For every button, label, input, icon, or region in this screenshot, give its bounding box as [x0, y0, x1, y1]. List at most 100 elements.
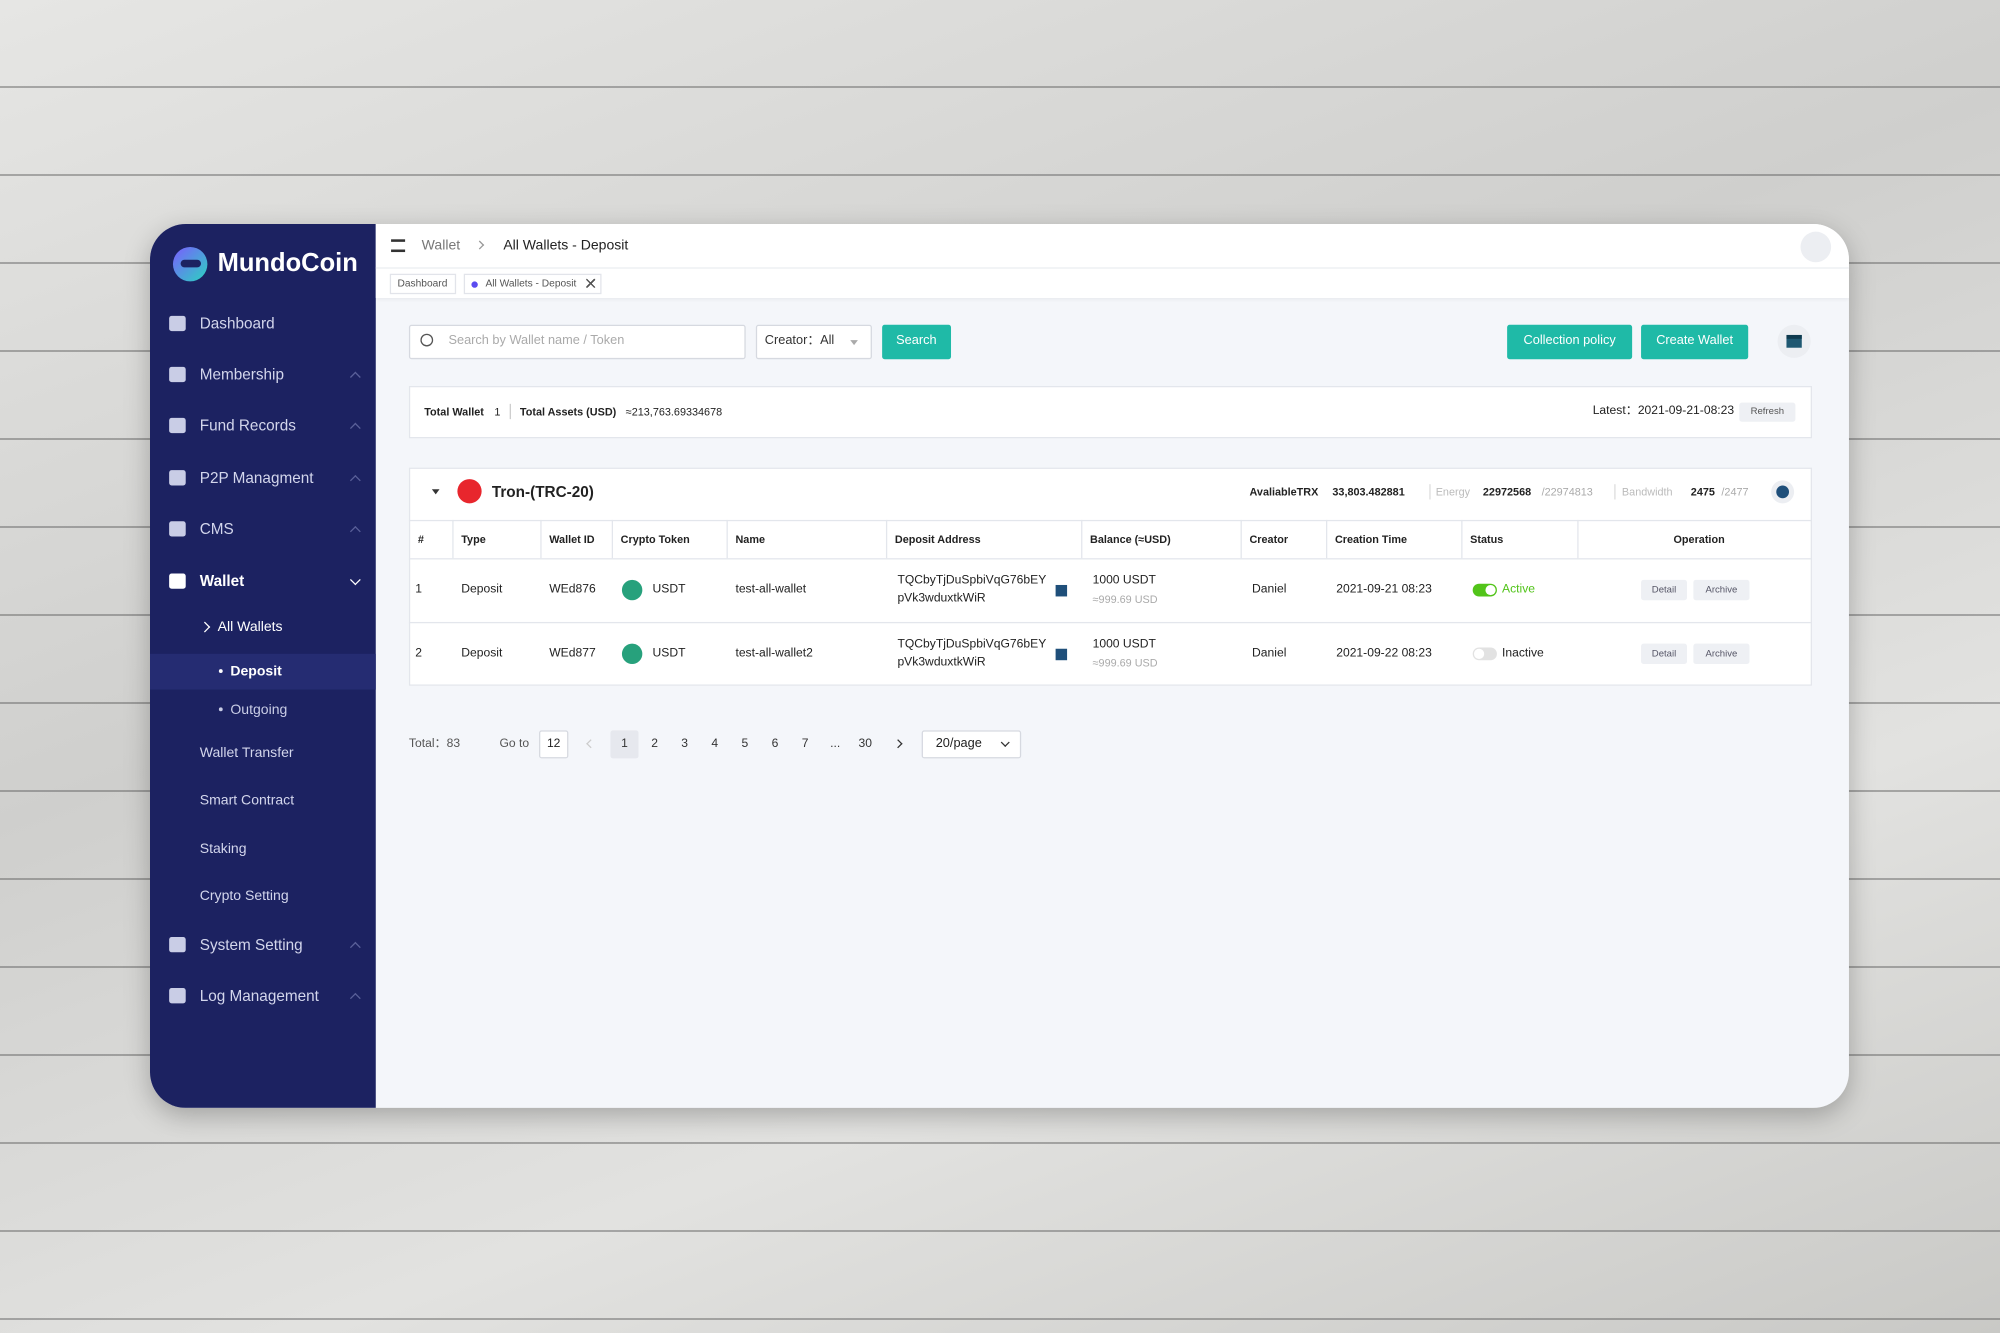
menu-toggle[interactable] — [391, 239, 406, 253]
column-header: Creator — [1249, 532, 1289, 546]
cell: pVk3wduxtkWiR — [897, 591, 986, 606]
operation-label: Detail — [1651, 583, 1677, 596]
menu-icon — [169, 573, 186, 589]
tab — [463, 273, 602, 295]
summary-label: Total Wallet — [424, 405, 484, 418]
column-rule — [540, 519, 542, 559]
group-stat: 2475 — [1690, 485, 1715, 499]
search-button-label: Search — [896, 333, 937, 348]
cell: 2 — [415, 646, 423, 661]
cell-sub: ≈999.69 USD — [1092, 656, 1158, 670]
tab-bar — [375, 268, 1849, 298]
page-number[interactable]: 3 — [681, 736, 689, 751]
latest: Latest：2021-09-21-08:23 — [1592, 403, 1735, 418]
menu-item[interactable]: Fund Records — [199, 416, 296, 435]
tab-dot — [471, 281, 478, 288]
column-header: Deposit Address — [894, 532, 981, 546]
cell: USDT — [652, 582, 686, 597]
prev-page[interactable] — [586, 739, 596, 749]
tab-label[interactable]: All Wallets - Deposit — [485, 277, 577, 290]
column-rule — [885, 519, 888, 559]
copy-icon[interactable] — [1055, 584, 1068, 597]
cell: TQCbyTjDuSpbiVqG76bEY — [897, 573, 1047, 588]
brand: MundoCoin — [217, 249, 358, 278]
select-caret — [850, 340, 858, 346]
menu-item[interactable]: Dashboard — [199, 314, 275, 333]
menu-item[interactable]: Membership — [199, 365, 284, 384]
menu-item[interactable]: Log Management — [199, 986, 319, 1005]
submenu-item[interactable]: Smart Contract — [199, 792, 295, 809]
column-rule — [1577, 519, 1579, 559]
menu-icon — [169, 315, 186, 332]
token-icon — [621, 643, 643, 665]
refresh-label: Refresh — [1750, 405, 1785, 417]
page-number[interactable]: 6 — [771, 736, 779, 751]
goto-input[interactable] — [539, 730, 569, 759]
collapse-caret[interactable] — [431, 489, 440, 495]
bullet — [218, 669, 223, 673]
search-icon — [420, 333, 434, 347]
page-number[interactable]: 7 — [801, 736, 809, 751]
operation-button[interactable] — [1641, 579, 1687, 601]
group-stat: /22974813 — [1541, 485, 1593, 499]
refresh-button[interactable] — [1739, 402, 1796, 422]
column-rule — [1326, 519, 1328, 559]
next-page[interactable] — [893, 739, 903, 749]
submenu-item[interactable]: Wallet Transfer — [199, 745, 294, 761]
column-rule — [726, 519, 728, 559]
tab — [389, 273, 457, 295]
column-header: Creation Time — [1334, 532, 1408, 546]
page-number[interactable]: ... — [830, 736, 841, 751]
submenu-item[interactable]: Crypto Setting — [199, 888, 289, 904]
cell: 1000 USDT — [1092, 637, 1156, 652]
table-rule — [408, 558, 1812, 560]
page-number[interactable]: 4 — [711, 736, 719, 751]
goto-label: Go to — [499, 736, 530, 751]
menu-icon — [169, 937, 186, 953]
tab-label[interactable]: Dashboard — [397, 277, 448, 290]
cell: WEd876 — [549, 582, 596, 597]
group-name: Tron-(TRC-20) — [491, 482, 594, 501]
menu-item[interactable]: System Setting — [199, 935, 303, 954]
breadcrumb: All Wallets - Deposit — [503, 238, 629, 254]
operation-button[interactable] — [1641, 643, 1687, 665]
operation-label: Archive — [1705, 583, 1738, 596]
submenu-item[interactable]: Staking — [199, 841, 247, 857]
menu-item[interactable]: P2P Managment — [199, 468, 314, 487]
page-size: 20/page — [935, 736, 982, 751]
submenu-item[interactable]: All Wallets — [217, 619, 283, 635]
summary-value: ≈213,763.69334678 — [625, 405, 723, 418]
column-header: Operation — [1673, 532, 1725, 546]
tab-close[interactable] — [586, 278, 596, 288]
page-number[interactable]: 30 — [858, 736, 873, 751]
cell: 2021-09-22 08:23 — [1336, 646, 1432, 661]
action-button[interactable] — [1507, 324, 1633, 360]
top-bar — [375, 224, 1849, 269]
page-number[interactable]: 5 — [741, 736, 749, 751]
page-number[interactable]: 1 — [621, 736, 628, 751]
column-header: Status — [1470, 532, 1504, 546]
submenu-item[interactable]: Deposit — [230, 664, 282, 680]
page-number[interactable]: 2 — [651, 736, 658, 751]
pagination-total: Total：83 — [408, 736, 461, 751]
column-rule — [452, 519, 454, 559]
menu-item[interactable]: Wallet — [199, 572, 245, 591]
search-input[interactable] — [408, 324, 746, 360]
search-button[interactable] — [882, 324, 952, 360]
operation-button[interactable] — [1693, 579, 1750, 601]
submenu-item[interactable]: Outgoing — [230, 702, 288, 718]
avatar[interactable] — [1800, 231, 1832, 263]
breadcrumb[interactable]: Wallet — [421, 238, 461, 254]
group-stat: Bandwidth — [1621, 485, 1673, 499]
operation-button[interactable] — [1693, 643, 1750, 665]
toggle-knob — [1473, 648, 1485, 659]
table-rule — [408, 621, 1812, 624]
action-button[interactable] — [1641, 324, 1749, 360]
copy-icon[interactable] — [1055, 648, 1068, 661]
goto-value: 12 — [546, 736, 561, 751]
page-size-select[interactable] — [921, 730, 1022, 759]
menu-item[interactable]: CMS — [199, 519, 234, 538]
column-header: # — [417, 532, 424, 546]
